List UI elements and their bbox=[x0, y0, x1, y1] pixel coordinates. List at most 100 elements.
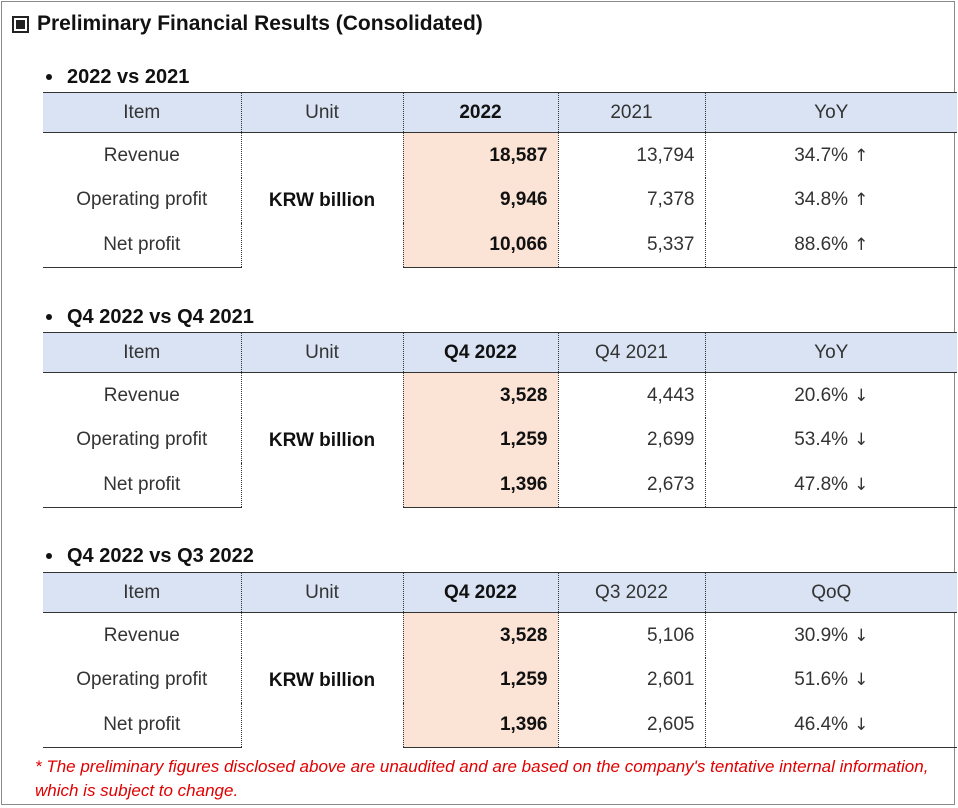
item-cell: Net profit bbox=[43, 462, 242, 508]
panel-title-text: Preliminary Financial Results (Consolida… bbox=[37, 12, 483, 35]
item-cell: Revenue bbox=[43, 612, 242, 658]
unit-cell: KRW billion bbox=[241, 612, 404, 748]
results-table-quarter-yoy: Item Unit Q4 2022 Q4 2021 YoY Revenue KR… bbox=[43, 332, 957, 508]
section-heading-annual: 2022 vs 2021 bbox=[46, 64, 189, 90]
item-cell: Revenue bbox=[43, 372, 242, 418]
section-heading-text: Q4 2022 vs Q4 2021 bbox=[67, 305, 254, 328]
table-row: Net profit 1,396 2,605 46.4% ↓ bbox=[43, 702, 957, 748]
previous-value-cell: 2,605 bbox=[558, 702, 706, 748]
unit-cell: KRW billion bbox=[241, 132, 404, 268]
change-cell: 34.7% ↑ bbox=[705, 133, 957, 178]
square-bullet-icon bbox=[12, 15, 29, 33]
table-row: Operating profit 9,946 7,378 34.8% ↑ bbox=[43, 177, 957, 223]
change-value: 30.9% bbox=[794, 625, 849, 647]
arrow-up-icon: ↑ bbox=[854, 146, 869, 167]
change-cell: 51.6% ↓ bbox=[705, 658, 957, 703]
arrow-down-icon: ↓ bbox=[854, 714, 869, 735]
current-value-cell: 3,528 bbox=[403, 372, 559, 418]
item-cell: Operating profit bbox=[43, 657, 242, 703]
section-heading-text: Q4 2022 vs Q3 2022 bbox=[67, 544, 254, 567]
change-value: 51.6% bbox=[794, 669, 849, 690]
current-value-cell: 18,587 bbox=[403, 132, 559, 178]
change-cell: 53.4% ↓ bbox=[705, 418, 957, 463]
results-table-annual: Item Unit 2022 2021 YoY Revenue KRW bill… bbox=[43, 92, 957, 268]
header-unit: Unit bbox=[241, 572, 404, 613]
section-heading-text: 2022 vs 2021 bbox=[67, 65, 190, 88]
current-value-cell: 1,396 bbox=[403, 462, 559, 508]
header-previous-period: 2021 bbox=[558, 92, 706, 133]
previous-value-cell: 2,699 bbox=[558, 417, 706, 463]
table-row: Net profit 1,396 2,673 47.8% ↓ bbox=[43, 462, 957, 508]
results-table-quarter-qoq: Item Unit Q4 2022 Q3 2022 QoQ Revenue KR… bbox=[43, 572, 957, 748]
current-value-cell: 1,259 bbox=[403, 657, 559, 703]
table-row: Operating profit 1,259 2,699 53.4% ↓ bbox=[43, 417, 957, 463]
change-cell: 20.6% ↓ bbox=[705, 373, 957, 418]
arrow-up-icon: ↑ bbox=[854, 190, 869, 210]
table-row: Net profit 10,066 5,337 88.6% ↑ bbox=[43, 222, 957, 268]
change-value: 46.4% bbox=[794, 713, 849, 735]
change-cell: 88.6% ↑ bbox=[705, 222, 957, 268]
previous-value-cell: 4,443 bbox=[558, 372, 706, 418]
table-header-row: Item Unit 2022 2021 YoY bbox=[43, 92, 957, 133]
header-unit: Unit bbox=[241, 92, 404, 133]
header-unit: Unit bbox=[241, 332, 404, 373]
item-cell: Operating profit bbox=[43, 177, 242, 223]
item-cell: Revenue bbox=[43, 132, 242, 178]
current-value-cell: 10,066 bbox=[403, 222, 559, 268]
header-previous-period: Q3 2022 bbox=[558, 572, 706, 613]
arrow-down-icon: ↓ bbox=[854, 474, 869, 495]
section-heading-quarter-yoy: Q4 2022 vs Q4 2021 bbox=[46, 304, 254, 330]
table-row: Revenue KRW billion 3,528 4,443 20.6% ↓ bbox=[43, 372, 957, 508]
current-value-cell: 9,946 bbox=[403, 177, 559, 223]
change-value: 47.8% bbox=[794, 473, 849, 495]
header-current-period: 2022 bbox=[403, 92, 559, 133]
change-value: 34.8% bbox=[794, 189, 849, 210]
change-cell: 47.8% ↓ bbox=[705, 462, 957, 508]
section-heading-quarter-qoq: Q4 2022 vs Q3 2022 bbox=[46, 543, 254, 569]
previous-value-cell: 5,337 bbox=[558, 222, 706, 268]
unit-cell: KRW billion bbox=[241, 372, 404, 508]
header-change: YoY bbox=[705, 92, 957, 133]
bullet-icon bbox=[46, 314, 52, 320]
previous-value-cell: 13,794 bbox=[558, 132, 706, 178]
item-cell: Operating profit bbox=[43, 417, 242, 463]
bullet-icon bbox=[46, 74, 52, 80]
item-cell: Net profit bbox=[43, 702, 242, 748]
disclaimer-footnote: * The preliminary figures disclosed abov… bbox=[35, 757, 929, 800]
change-cell: 34.8% ↑ bbox=[705, 178, 957, 223]
change-cell: 46.4% ↓ bbox=[705, 702, 957, 748]
arrow-down-icon: ↓ bbox=[854, 430, 869, 450]
header-current-period: Q4 2022 bbox=[403, 332, 559, 373]
change-value: 53.4% bbox=[794, 429, 849, 450]
header-item: Item bbox=[43, 92, 242, 133]
arrow-down-icon: ↓ bbox=[854, 626, 869, 647]
previous-value-cell: 2,673 bbox=[558, 462, 706, 508]
arrow-down-icon: ↓ bbox=[854, 386, 869, 407]
table-row: Revenue KRW billion 18,587 13,794 34.7% ↑ bbox=[43, 132, 957, 268]
change-cell: 30.9% ↓ bbox=[705, 613, 957, 658]
bullet-icon bbox=[46, 553, 52, 559]
previous-value-cell: 2,601 bbox=[558, 657, 706, 703]
current-value-cell: 1,396 bbox=[403, 702, 559, 748]
table-row: Revenue KRW billion 3,528 5,106 30.9% ↓ bbox=[43, 612, 957, 748]
header-change: QoQ bbox=[705, 572, 957, 613]
panel-title: Preliminary Financial Results (Consolida… bbox=[12, 10, 483, 38]
arrow-up-icon: ↑ bbox=[854, 234, 869, 255]
header-item: Item bbox=[43, 572, 242, 613]
header-item: Item bbox=[43, 332, 242, 373]
table-header-row: Item Unit Q4 2022 Q4 2021 YoY bbox=[43, 332, 957, 373]
change-value: 20.6% bbox=[794, 385, 849, 407]
header-previous-period: Q4 2021 bbox=[558, 332, 706, 373]
current-value-cell: 1,259 bbox=[403, 417, 559, 463]
item-cell: Net profit bbox=[43, 222, 242, 268]
header-current-period: Q4 2022 bbox=[403, 572, 559, 613]
change-value: 34.7% bbox=[794, 145, 849, 167]
header-change: YoY bbox=[705, 332, 957, 373]
table-row: Operating profit 1,259 2,601 51.6% ↓ bbox=[43, 657, 957, 703]
previous-value-cell: 5,106 bbox=[558, 612, 706, 658]
current-value-cell: 3,528 bbox=[403, 612, 559, 658]
table-header-row: Item Unit Q4 2022 Q3 2022 QoQ bbox=[43, 572, 957, 613]
arrow-down-icon: ↓ bbox=[854, 670, 869, 690]
previous-value-cell: 7,378 bbox=[558, 177, 706, 223]
